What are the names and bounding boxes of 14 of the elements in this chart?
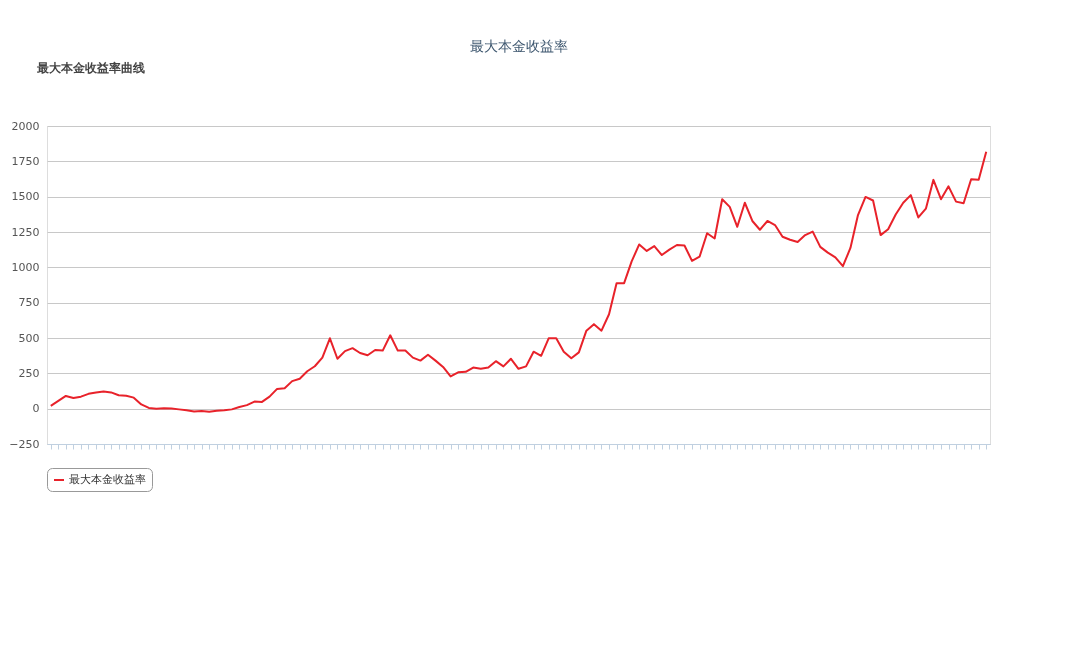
y-tick-label: 250 (18, 366, 40, 380)
y-tick-label: 750 (18, 296, 40, 310)
y-tick-label: 1750 (11, 154, 40, 168)
legend-label: 最大本金收益率 (69, 473, 146, 486)
y-tick-label: 500 (18, 331, 40, 345)
y-tick-label: 2000 (11, 119, 40, 133)
y-tick-label: −250 (9, 437, 40, 451)
text: 最大本金收益率曲线 (36, 61, 145, 75)
chart-title: 最大本金收益率 (469, 38, 568, 54)
y-tick-label: 1250 (11, 225, 40, 239)
line-series (49, 150, 988, 413)
y-tick-label: 0 (32, 402, 40, 416)
y-tick-label: 1500 (11, 190, 40, 204)
y-tick-label: 1000 (11, 260, 40, 274)
